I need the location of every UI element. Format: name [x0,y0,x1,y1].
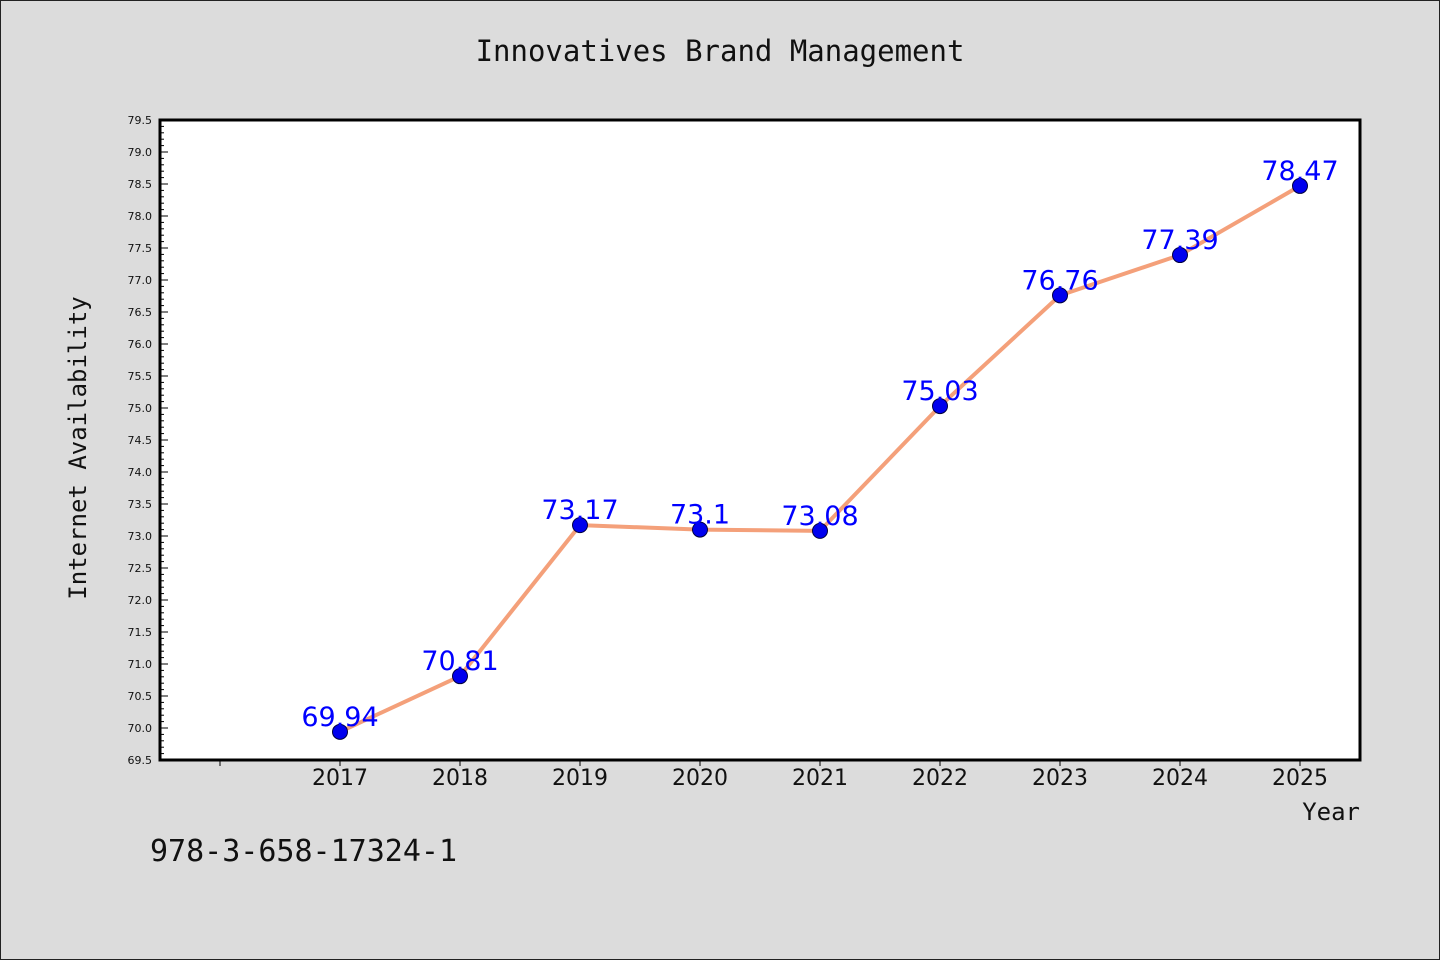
plot-area [158,118,1362,762]
data-point [1172,247,1188,264]
y-tick-label: 70.5 [128,690,153,703]
data-label: 76.76 [1021,265,1098,296]
y-tick-label: 73.0 [128,530,153,543]
data-points [332,177,1308,740]
y-tick-label: 72.0 [128,594,153,607]
x-tick-label: 2017 [312,766,368,791]
data-label: 75.03 [901,376,978,407]
y-tick-label: 79.0 [128,146,153,159]
data-point [1292,177,1308,194]
data-label: 78.47 [1261,156,1338,187]
y-axis-label: Internet Availability [64,296,92,599]
data-label: 77.39 [1141,225,1218,256]
y-tick-label: 70.0 [128,722,153,735]
x-tick-label: 2020 [672,766,728,791]
x-tick-label: 2021 [792,766,848,791]
data-labels: 69.94 70.81 73.17 73.1 73.08 75.03 76.76 77.39 7… [301,156,1338,733]
y-tick-label: 72.5 [128,562,153,575]
y-tick-label: 78.0 [128,210,153,223]
y-tick-label: 71.0 [128,658,153,671]
data-label: 70.81 [421,646,498,677]
y-tick-label: 75.5 [128,370,153,383]
data-label: 69.94 [301,702,378,733]
data-point [932,398,948,415]
data-point [1052,287,1068,304]
x-tick-label: 2018 [432,766,488,791]
x-tick-label: 2025 [1272,766,1328,791]
y-tick-label: 79.5 [128,114,153,127]
y-axis: 69.5 70.0 70.5 71.0 71.5 72.0 72.5 73.0 73.5 74.0… [128,114,168,767]
x-tick-label: 2023 [1032,766,1088,791]
x-tick-label: 2024 [1152,766,1208,791]
y-tick-label: 77.5 [128,242,153,255]
data-point [452,668,468,685]
data-point [332,723,348,740]
y-tick-label: 73.5 [128,498,153,511]
x-tick-label: 2019 [552,766,608,791]
y-tick-label: 76.5 [128,306,153,319]
x-tick-label: 2022 [912,766,968,791]
y-tick-label: 74.5 [128,434,153,447]
y-tick-label: 71.5 [128,626,153,639]
data-point [572,517,588,534]
y-tick-label: 78.5 [128,178,153,191]
x-axis: 2017 2018 2019 2020 2021 2022 2023 2024 2025 [219,760,1328,791]
chart-title: Innovatives Brand Management [475,34,965,68]
x-axis-label: Year [1302,798,1360,826]
y-tick-label: 74.0 [128,466,153,479]
data-label: 73.08 [781,501,858,532]
y-tick-label: 77.0 [128,274,153,287]
y-tick-label: 69.5 [128,754,153,767]
isbn-code: 978-3-658-17324-1 [150,834,458,869]
data-point [692,521,708,538]
y-tick-label: 75.0 [128,402,153,415]
y-tick-label: 76.0 [128,338,153,351]
data-label: 73.1 [670,500,730,531]
data-point [812,522,828,539]
data-label: 73.17 [541,495,618,526]
